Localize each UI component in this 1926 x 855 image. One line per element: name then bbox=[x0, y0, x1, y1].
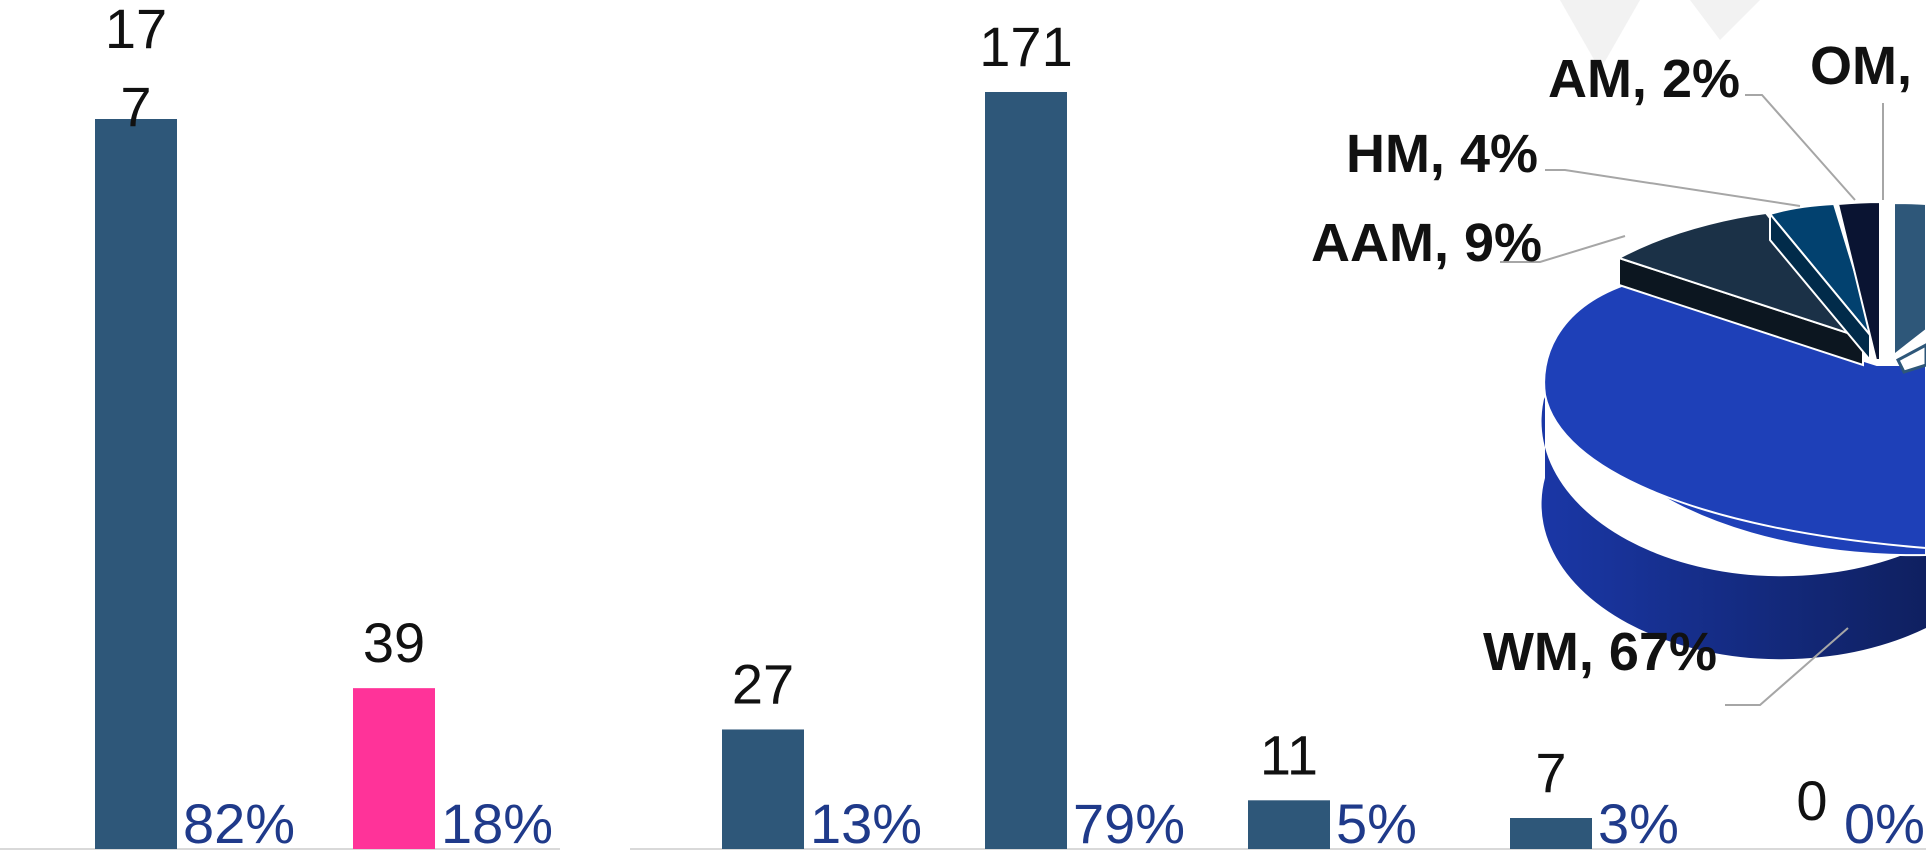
bar-value-label: 39 bbox=[363, 611, 425, 674]
leader-line-hm bbox=[1545, 169, 1801, 207]
pie-label-aam: AAM, 9% bbox=[1311, 213, 1542, 273]
pie-slice-aam bbox=[1616, 211, 1866, 340]
pie-slice-hm-side bbox=[1769, 211, 1871, 363]
bar-female bbox=[353, 688, 435, 849]
bar-category-1 bbox=[722, 729, 804, 849]
pie-slice-wm-side bbox=[1541, 395, 1926, 660]
bar-category-4 bbox=[1510, 818, 1592, 849]
bar-value-label: 7 bbox=[1535, 741, 1566, 804]
bar-male bbox=[95, 119, 177, 849]
pie-label-hm: HM, 4% bbox=[1346, 124, 1538, 184]
bar-percent-label: 82% bbox=[183, 792, 295, 850]
pie-chart: WM, 67% AAM, 9% HM, 4% AM, 2% OM, bbox=[1311, 36, 1926, 706]
bar-percent-label: 5% bbox=[1336, 792, 1417, 850]
bar-category-2 bbox=[985, 92, 1067, 849]
pie-label-wm: WM, 67% bbox=[1483, 622, 1717, 682]
background-decoration bbox=[1560, 0, 1760, 70]
bar-percent-label: 18% bbox=[441, 792, 553, 850]
bar-category-3 bbox=[1248, 800, 1330, 849]
pie-slice-am bbox=[1836, 200, 1881, 361]
bar-chart-ethnicity: 27 171 11 7 0 13% 79% 5% 3% 0% bbox=[630, 15, 1926, 855]
pie-label-am: AM, 2% bbox=[1548, 49, 1740, 109]
pie-slice-om-inner bbox=[1896, 343, 1926, 374]
bar-percent-label: 3% bbox=[1598, 792, 1679, 850]
bar-value-label: 17 bbox=[105, 0, 167, 60]
bar-value-label: 0 bbox=[1796, 769, 1827, 832]
pie-slice-om bbox=[1893, 201, 1926, 358]
bar-value-label: 171 bbox=[979, 15, 1072, 78]
pie-slice-hm bbox=[1768, 202, 1876, 336]
bar-value-label: 7 bbox=[120, 75, 151, 138]
leader-line-am bbox=[1745, 94, 1856, 201]
bar-value-label: 11 bbox=[1260, 723, 1318, 786]
pie-label-om: OM, bbox=[1810, 36, 1912, 96]
leader-line-wm bbox=[1725, 627, 1849, 706]
leader-line-aam bbox=[1500, 235, 1626, 263]
bar-value-label: 27 bbox=[732, 652, 794, 715]
bar-percent-label: 79% bbox=[1073, 792, 1185, 850]
bar-chart-gender: 17 7 39 82% 18% bbox=[0, 0, 560, 855]
bar-percent-label: 0% bbox=[1844, 792, 1925, 850]
bar-percent-label: 13% bbox=[810, 792, 922, 850]
